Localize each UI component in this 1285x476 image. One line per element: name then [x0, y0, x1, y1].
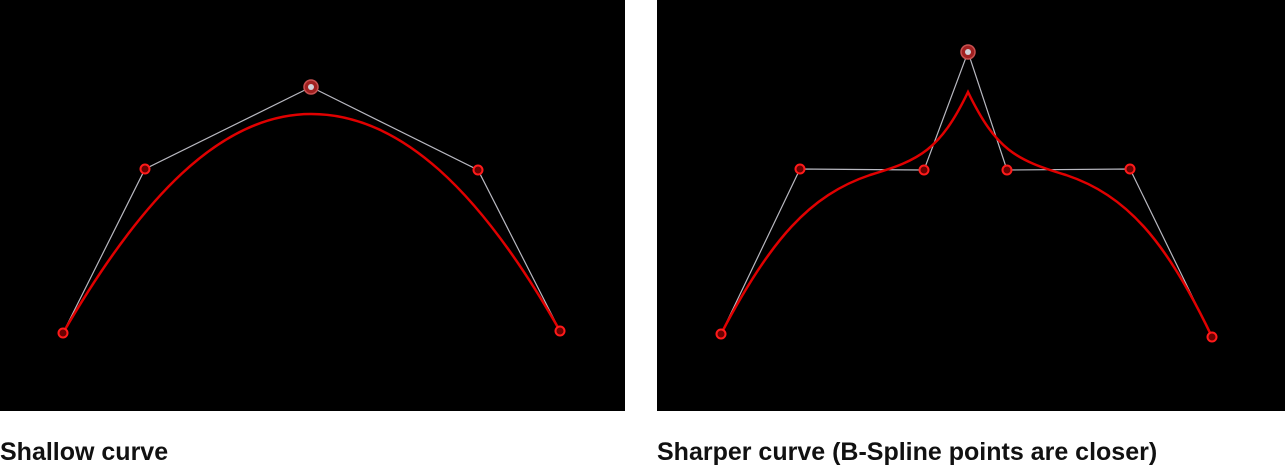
control-point[interactable] [1001, 164, 1013, 176]
control-point[interactable] [918, 164, 930, 176]
control-point[interactable] [554, 325, 566, 337]
left-caption: Shallow curve [0, 438, 169, 466]
selected-control-point[interactable] [303, 79, 319, 95]
selected-control-point[interactable] [960, 44, 976, 60]
control-point[interactable] [1206, 331, 1218, 343]
control-point[interactable] [794, 163, 806, 175]
b-spline-curve [61, 112, 562, 334]
left-panel [0, 0, 625, 411]
control-point[interactable] [57, 327, 69, 339]
right-panel [657, 0, 1285, 411]
control-point[interactable] [139, 163, 151, 175]
control-point[interactable] [1124, 163, 1136, 175]
right-caption: Sharper curve (B-Spline points are close… [657, 438, 1158, 466]
b-spline-curve [719, 89, 1214, 338]
control-point[interactable] [715, 328, 727, 340]
control-point[interactable] [472, 164, 484, 176]
